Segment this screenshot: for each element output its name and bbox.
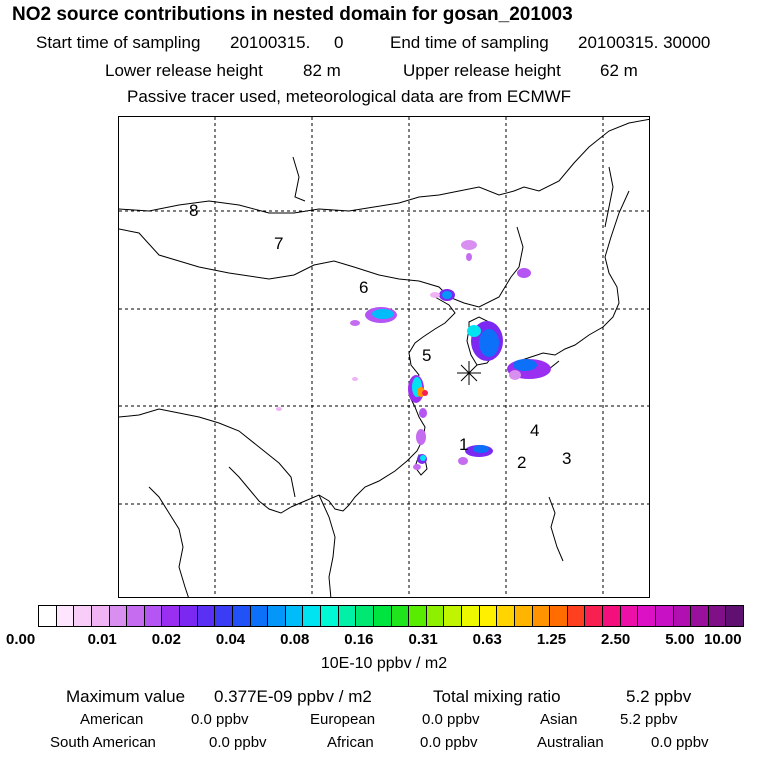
colorbar-segment: [585, 606, 603, 626]
colorbar-segment: [567, 606, 586, 626]
region-label-7: 7: [274, 234, 284, 253]
australian-value: 0.0 ppbv: [651, 734, 709, 751]
map-panel: 8 7 6 5 1 4 2 3: [118, 116, 650, 598]
start-time-label: Start time of sampling: [36, 33, 201, 52]
upper-height-label: Upper release height: [403, 61, 561, 80]
colorbar-segment: [655, 606, 674, 626]
model-note: Passive tracer used, meteorological data…: [127, 87, 572, 106]
colorbar-segment: [708, 606, 727, 626]
colorbar-tick-label: 2.50: [601, 631, 631, 648]
total-mixing-value: 5.2 ppbv: [626, 687, 692, 706]
asian-value: 5.2 ppbv: [620, 711, 678, 728]
colorbar-segment: [426, 606, 445, 626]
colorbar-segment: [620, 606, 639, 626]
american-value: 0.0 ppbv: [191, 711, 249, 728]
colorbar-tick-label: 0.08: [280, 631, 310, 648]
total-mixing-label: Total mixing ratio: [433, 687, 561, 706]
colorbar-segment: [250, 606, 269, 626]
colorbar-segment: [215, 606, 233, 626]
region-label-3: 3: [562, 449, 572, 468]
concentration-plumes: [276, 240, 551, 470]
coastlines: [119, 118, 649, 597]
colorbar-segment: [56, 606, 75, 626]
end-time-label: End time of sampling: [390, 33, 549, 52]
colorbar-segment: [497, 606, 515, 626]
colorbar-segment: [409, 606, 427, 626]
colorbar-segment: [127, 606, 145, 626]
colorbar-segment: [514, 606, 533, 626]
map-canvas: [119, 117, 649, 597]
european-value: 0.0 ppbv: [422, 711, 480, 728]
colorbar-segment: [180, 606, 198, 626]
american-label: American: [80, 711, 144, 728]
colorbar-tick-label: 10.00: [704, 631, 742, 648]
colorbar-tick-label: 0.01: [87, 631, 117, 648]
colorbar-segment: [603, 606, 621, 626]
colorbar-unit: 10E-10 ppbv / m2: [320, 655, 448, 672]
colorbar-tick-label: 0.02: [151, 631, 181, 648]
colorbar-segment: [444, 606, 462, 626]
colorbar-segment: [321, 606, 339, 626]
colorbar-tick-label: 1.25: [536, 631, 567, 648]
asian-label: Asian: [540, 711, 578, 728]
colorbar-tick-label: 0.63: [472, 631, 502, 648]
colorbar-segment: [726, 606, 743, 626]
european-label: European: [310, 711, 376, 728]
colorbar: [38, 605, 744, 627]
colorbar-segment: [338, 606, 357, 626]
colorbar-tick-label: 0.00: [6, 631, 36, 648]
region-label-8: 8: [189, 201, 199, 220]
end-time-value: 20100315. 30000: [578, 33, 711, 52]
colorbar-segment: [197, 606, 216, 626]
colorbar-segment: [391, 606, 410, 626]
colorbar-segment: [268, 606, 286, 626]
colorbar-segment: [39, 606, 57, 626]
region-label-6: 6: [359, 278, 369, 297]
colorbar-segment: [232, 606, 251, 626]
start-time-value: 20100315. 0: [230, 33, 344, 52]
colorbar-segment: [109, 606, 128, 626]
colorbar-tick-label: 0.31: [408, 631, 438, 648]
colorbar-segment: [638, 606, 656, 626]
australian-label: Australian: [537, 734, 604, 751]
colorbar-segment: [532, 606, 551, 626]
colorbar-tick-label: 5.00: [665, 631, 695, 648]
south-american-value: 0.0 ppbv: [209, 734, 267, 751]
plot-title: NO2 source contributions in nested domai…: [12, 4, 573, 25]
region-label-5: 5: [422, 346, 432, 365]
max-value-label: Maximum value: [66, 687, 186, 706]
region-label-1: 1: [459, 435, 469, 454]
south-american-label: South American: [50, 734, 156, 751]
upper-height-value: 62 m: [600, 61, 638, 80]
african-label: African: [327, 734, 374, 751]
colorbar-segment: [462, 606, 480, 626]
colorbar-segment: [162, 606, 180, 626]
colorbar-segment: [550, 606, 568, 626]
colorbar-segment: [74, 606, 92, 626]
lower-height-value: 82 m: [303, 61, 341, 80]
region-label-2: 2: [517, 453, 527, 472]
african-value: 0.0 ppbv: [420, 734, 478, 751]
region-label-4: 4: [530, 421, 540, 440]
receptor-asterisk: [457, 361, 481, 385]
colorbar-segment: [356, 606, 374, 626]
colorbar-segment: [373, 606, 392, 626]
colorbar-segment: [285, 606, 304, 626]
colorbar-segment: [303, 606, 321, 626]
max-value: 0.377E-09 ppbv / m2: [214, 687, 372, 706]
colorbar-segment: [673, 606, 692, 626]
colorbar-segment: [691, 606, 709, 626]
colorbar-segment: [144, 606, 163, 626]
colorbar-segment: [91, 606, 110, 626]
colorbar-tick-label: 0.04: [215, 631, 246, 648]
colorbar-segment: [479, 606, 498, 626]
colorbar-tick-label: 0.16: [344, 631, 374, 648]
lower-height-label: Lower release height: [105, 61, 263, 80]
graticule: [119, 117, 649, 597]
